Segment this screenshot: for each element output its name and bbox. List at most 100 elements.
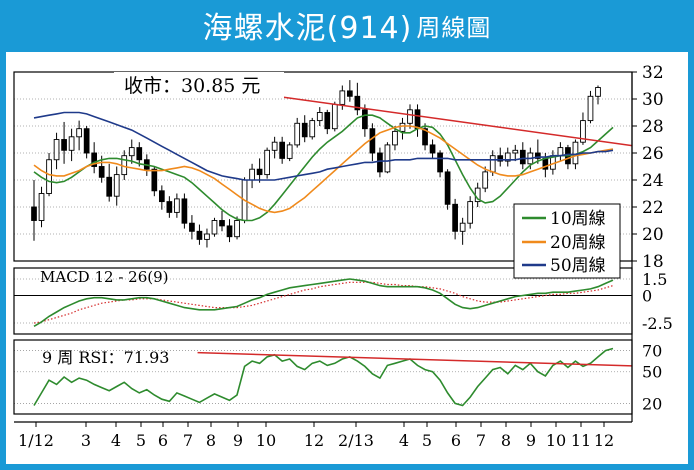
x-tick-label-4: 6 (158, 431, 168, 450)
x-tick-label-7: 9 (233, 431, 243, 450)
candle-body (392, 130, 398, 146)
price-label-box (114, 72, 284, 98)
candle-75 (595, 85, 601, 105)
x-tick-label-16: 9 (526, 431, 536, 450)
candle-7 (83, 126, 90, 159)
chart-title-suffix: 周線圖 (416, 13, 492, 42)
candle-body (271, 141, 278, 151)
candle-53 (429, 139, 436, 159)
candle-6 (76, 120, 82, 151)
candle-3 (53, 132, 60, 170)
x-tick-label-3: 5 (136, 431, 146, 450)
candle-body (580, 120, 586, 143)
candle-body (587, 95, 594, 122)
candle-62 (497, 147, 504, 167)
candle-body (331, 103, 338, 130)
candle-body (557, 147, 564, 157)
candle-body (226, 225, 233, 238)
candle-25 (219, 211, 225, 232)
ma-line-1 (33, 125, 614, 214)
candle-body (31, 206, 37, 221)
x-tick-label-9: 12 (304, 431, 324, 450)
candle-70 (557, 142, 564, 162)
candle-body (189, 222, 195, 232)
x-tick-label-13: 6 (451, 431, 461, 450)
candle-24 (211, 217, 218, 237)
x-tick-label-6: 8 (206, 431, 216, 450)
candle-49 (399, 117, 406, 140)
candle-57 (459, 217, 466, 245)
macd-panel (14, 278, 632, 327)
candle-body (384, 144, 391, 173)
candle-31 (264, 147, 270, 179)
x-tick-label-10: 2/13 (338, 431, 374, 450)
candle-37 (309, 117, 316, 140)
x-tick-label-19: 12 (594, 431, 614, 450)
candle-56 (452, 198, 458, 240)
candle-39 (324, 109, 331, 135)
candle-body (444, 171, 451, 205)
candle-body (286, 144, 293, 159)
candle-body (181, 198, 188, 224)
macd-tick-label-0: 0 (642, 287, 652, 306)
candle-body (512, 149, 519, 154)
candle-1 (38, 186, 45, 228)
ma-line-2 (33, 111, 614, 181)
candle-body (249, 168, 255, 181)
candle-11 (113, 166, 120, 206)
candle-17 (158, 185, 165, 210)
x-tick-label-12: 5 (422, 431, 432, 450)
x-tick-label-5: 7 (183, 431, 193, 450)
candle-body (467, 201, 474, 224)
candle-body (256, 168, 263, 176)
candle-body (519, 149, 526, 165)
candle-64 (512, 144, 519, 162)
x-tick-label-1: 3 (81, 431, 91, 450)
candle-body (316, 112, 323, 122)
candle-body (136, 147, 143, 161)
candle-32 (271, 136, 278, 159)
candle-body (46, 159, 52, 194)
candle-body (422, 128, 428, 146)
candle-body (68, 136, 75, 151)
candle-body (369, 128, 376, 154)
price-tick-label-18: 18 (642, 252, 664, 272)
price-tick-label-20: 20 (642, 225, 664, 245)
candle-4 (61, 121, 67, 164)
x-tick-label-18: 11 (571, 431, 591, 450)
candle-body (204, 233, 210, 240)
candle-38 (316, 107, 323, 126)
candle-body (264, 149, 270, 176)
candle-body (301, 122, 308, 138)
candle-body (294, 122, 301, 146)
candle-42 (346, 80, 353, 102)
candle-59 (474, 182, 481, 207)
x-tick-label-14: 7 (476, 431, 486, 450)
candle-51 (414, 104, 421, 137)
candle-45 (369, 123, 376, 162)
price-tick-label-24: 24 (642, 171, 664, 191)
price-tick-label-32: 32 (642, 63, 664, 83)
candle-body (38, 193, 45, 221)
price-trendline (276, 95, 633, 147)
candle-40 (331, 101, 338, 132)
candle-body (279, 141, 286, 159)
candle-body (497, 155, 504, 162)
candle-body (53, 139, 60, 161)
candle-body (504, 152, 511, 162)
ma-line-0 (33, 114, 614, 222)
x-tick-label-11: 4 (399, 431, 409, 450)
candle-body (151, 168, 158, 192)
candle-10 (106, 163, 113, 202)
candle-0 (31, 180, 37, 241)
rsi-tick-label-50: 50 (642, 363, 662, 382)
candle-body (339, 90, 346, 105)
candle-body (174, 198, 180, 213)
candle-body (452, 203, 458, 232)
price-panel (31, 80, 633, 248)
legend-label-20: 20周線 (550, 233, 606, 253)
candle-18 (166, 196, 173, 218)
rsi-line (33, 347, 614, 407)
